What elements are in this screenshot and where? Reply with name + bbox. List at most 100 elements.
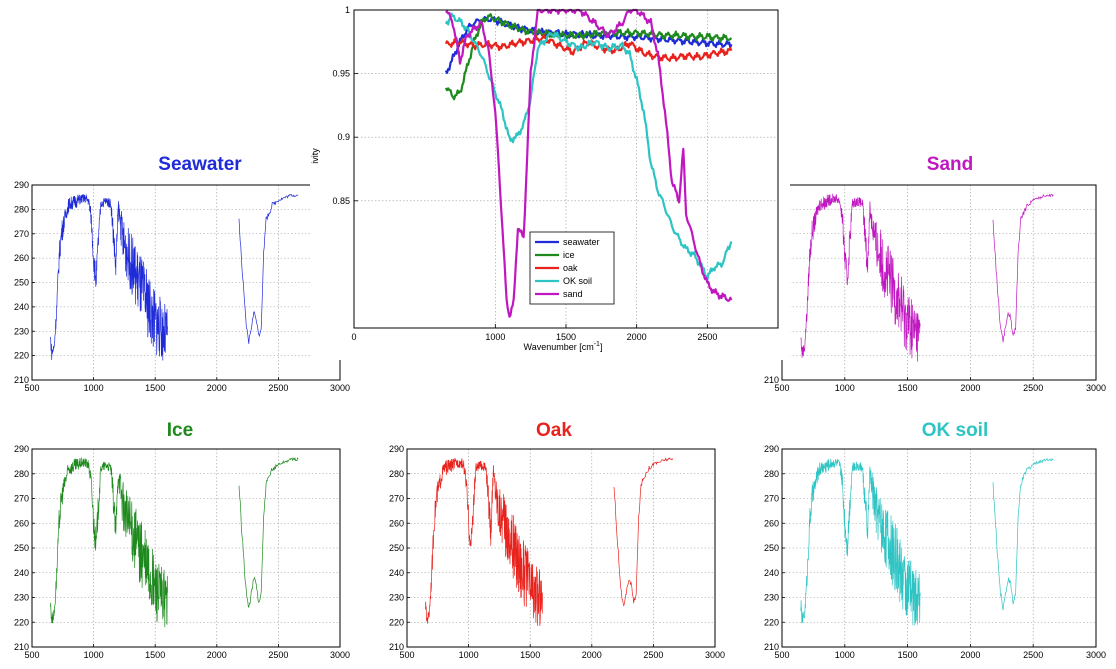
y-tick-label: 220 (14, 351, 29, 361)
spectrum-chart: 500 1000 1500 2000 2500 3000 210 220 230 240 250 26… (0, 440, 360, 669)
spectrum-line (801, 194, 920, 362)
y-tick-label: 210 (14, 375, 29, 385)
x-tick-label: 3000 (705, 650, 725, 660)
y-tick-label: 250 (14, 278, 29, 288)
chart-title: Oak (454, 420, 654, 442)
y-tick-label: 280 (14, 469, 29, 479)
x-tick-label: 2500 (1023, 383, 1043, 393)
y-tick-label: 230 (14, 326, 29, 336)
y-tick-label: 270 (14, 229, 29, 239)
x-tick-label: 1500 (145, 383, 165, 393)
emissivity-panel: 0 1000 1500 2000 2500 0.85 0.9 0.95 1 ivity Wave… (310, 0, 790, 360)
x-tick-label: 1500 (898, 650, 918, 660)
x-tick-label: 1000 (84, 650, 104, 660)
x-tick-label: 2000 (207, 650, 227, 660)
x-tick-label: 2500 (268, 383, 288, 393)
x-tick-label: 3000 (330, 650, 350, 660)
x-tick-label: 3000 (1086, 383, 1106, 393)
x-tick-label: 1000 (835, 650, 855, 660)
y-tick-label: 270 (764, 494, 779, 504)
y-tick-label: 280 (389, 469, 404, 479)
y-tick-label: 280 (764, 469, 779, 479)
x-tick-label: 2500 (1023, 650, 1043, 660)
legend-entry: sand (563, 289, 583, 299)
y-tick-label: 240 (764, 568, 779, 578)
x-tick-label: 1000 (84, 383, 104, 393)
spectrum-line (993, 459, 1053, 611)
spectrum-line (993, 194, 1053, 342)
y-tick-label: 290 (14, 444, 29, 454)
x-tick-label: 2000 (960, 383, 980, 393)
spectrum-chart: 500 1000 1500 2000 2500 3000 210 220 230 240 250 26… (375, 440, 735, 669)
spectrum-line (801, 459, 920, 625)
x-tick-label: 0 (351, 332, 356, 342)
legend-entry: oak (563, 263, 578, 273)
x-axis-label: Wavenumber [cm-1] (524, 341, 603, 352)
y-tick-label: 220 (14, 617, 29, 627)
spectrum-line (614, 458, 673, 606)
y-tick-label: 230 (764, 593, 779, 603)
legend-entry: OK soil (563, 276, 592, 286)
chart-title: Ice (80, 420, 280, 442)
y-tick-label: 230 (14, 593, 29, 603)
spectrum-line (51, 194, 168, 360)
y-tick-label: 280 (14, 204, 29, 214)
x-tick-label: 1000 (459, 650, 479, 660)
x-tick-label: 1500 (556, 332, 576, 342)
legend-entry: ice (563, 250, 575, 260)
x-tick-label: 1500 (520, 650, 540, 660)
x-tick-label: 1500 (145, 650, 165, 660)
y-tick-label: 260 (14, 518, 29, 528)
y-axis-label: ivity (310, 148, 320, 164)
legend-entry: seawater (563, 237, 600, 247)
y-tick-label: 220 (764, 617, 779, 627)
x-tick-label: 3000 (330, 383, 350, 393)
chart-title: Seawater (100, 154, 300, 176)
y-tick-label: 250 (389, 543, 404, 553)
y-tick-label: 260 (14, 253, 29, 263)
y-tick-label: 270 (389, 494, 404, 504)
y-tick-label: 210 (14, 642, 29, 652)
x-tick-label: 1000 (485, 332, 505, 342)
x-tick-label: 2000 (582, 650, 602, 660)
x-tick-label: 2500 (697, 332, 717, 342)
spectrum-line (239, 194, 298, 343)
y-tick-label: 250 (14, 543, 29, 553)
y-tick-label: 270 (14, 494, 29, 504)
y-tick-label: 210 (389, 642, 404, 652)
y-tick-label: 240 (389, 568, 404, 578)
chart-title: Sand (850, 154, 1050, 176)
y-tick-label: 250 (764, 543, 779, 553)
chart-title: OK soil (855, 420, 1055, 442)
spectrum-chart: 500 1000 1500 2000 2500 3000 210 220 230 240 250 26… (750, 176, 1116, 402)
emissivity-chart: 0 1000 1500 2000 2500 0.85 0.9 0.95 1 ivity Wave… (310, 0, 790, 360)
spectrum-chart: 500 1000 1500 2000 2500 3000 210 220 230 240 250 26… (0, 176, 360, 402)
y-tick-label: 1 (345, 5, 350, 15)
x-tick-label: 2000 (960, 650, 980, 660)
x-tick-label: 2500 (268, 650, 288, 660)
y-tick-label: 290 (14, 180, 29, 190)
y-tick-label: 290 (389, 444, 404, 454)
spectrum-line (239, 458, 298, 607)
x-tick-label: 1500 (898, 383, 918, 393)
spectrum-chart: 500 1000 1500 2000 2500 3000 210 220 230 240 250 26… (750, 440, 1116, 669)
x-tick-label: 3000 (1086, 650, 1106, 660)
legend: seawater ice oak OK soil sand (530, 232, 614, 304)
y-tick-label: 0.85 (332, 196, 350, 206)
y-tick-label: 260 (764, 518, 779, 528)
y-tick-label: 230 (389, 593, 404, 603)
x-tick-label: 2000 (207, 383, 227, 393)
y-tick-label: 290 (764, 444, 779, 454)
y-tick-label: 260 (389, 518, 404, 528)
y-tick-label: 0.95 (332, 69, 350, 79)
y-tick-label: 240 (14, 568, 29, 578)
x-tick-label: 2500 (643, 650, 663, 660)
y-tick-label: 210 (764, 642, 779, 652)
y-tick-label: 0.9 (337, 132, 350, 142)
y-tick-label: 220 (389, 617, 404, 627)
spectrum-line (426, 458, 543, 626)
y-tick-label: 210 (764, 375, 779, 385)
spectrum-line (51, 458, 168, 627)
x-tick-label: 2000 (627, 332, 647, 342)
y-tick-label: 240 (14, 302, 29, 312)
